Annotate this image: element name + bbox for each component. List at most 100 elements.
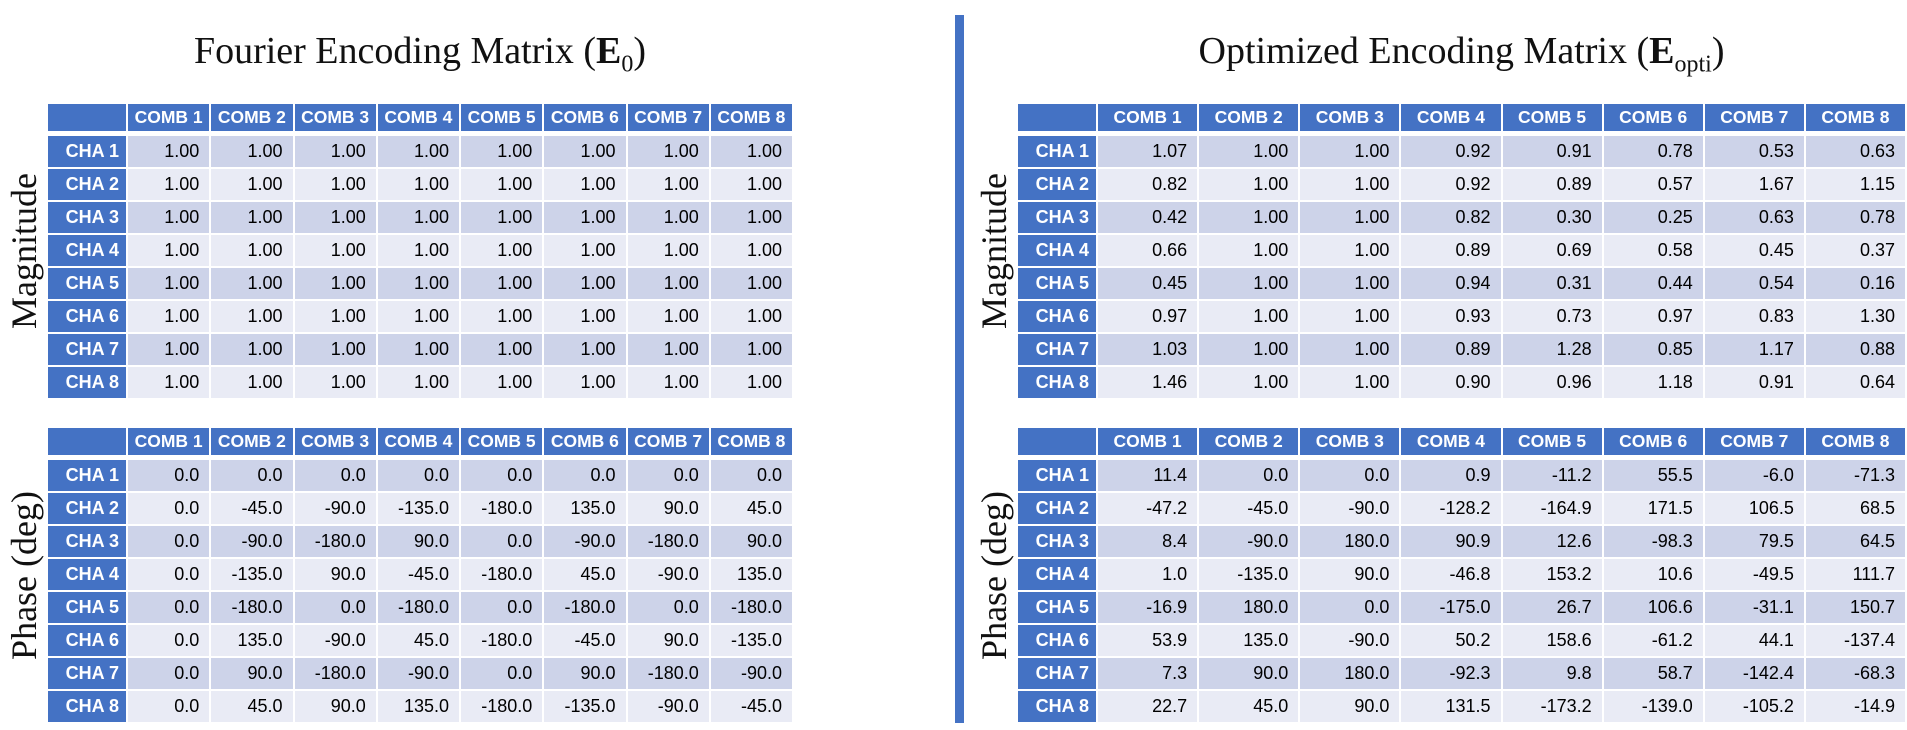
col-header: COMB 2 <box>211 104 293 134</box>
matrix-cell: 1.00 <box>211 301 293 332</box>
matrix-cell: 1.00 <box>710 268 792 299</box>
col-header: COMB 4 <box>1401 428 1501 458</box>
table-row: CHA 5 -16.9 180.0 0.0 -175.0 26.7 106.6 -31.1 15… <box>1018 592 1905 623</box>
row-header: CHA 3 <box>1018 526 1096 557</box>
table-row: CHA 5 0.0 -180.0 0.0 -180.0 0.0 -180.0 0.0 -180.… <box>48 592 792 623</box>
matrix-cell: 90.0 <box>294 559 376 590</box>
matrix-cell: -16.9 <box>1098 592 1198 623</box>
matrix-cell: 0.0 <box>128 526 210 557</box>
matrix-cell: 135.0 <box>544 493 626 524</box>
matrix-cell: 1.00 <box>461 301 543 332</box>
matrix-cell: 1.46 <box>1098 367 1198 398</box>
row-header: CHA 6 <box>48 301 126 332</box>
matrix-cell: 64.5 <box>1805 526 1905 557</box>
corner-cell <box>1018 104 1096 134</box>
matrix-cell: 171.5 <box>1603 493 1703 524</box>
matrix-cell: -135.0 <box>377 493 459 524</box>
matrix-cell: 106.6 <box>1603 592 1703 623</box>
matrix-cell: 45.0 <box>1199 691 1299 722</box>
matrix-cell: 0.82 <box>1401 202 1501 233</box>
matrix-cell: 1.00 <box>128 367 210 398</box>
row-header: CHA 2 <box>48 493 126 524</box>
matrix-cell: 1.00 <box>544 202 626 233</box>
phase-label-text: Phase (deg) <box>974 490 1014 660</box>
matrix-cell: 1.00 <box>461 367 543 398</box>
matrix-cell: -90.0 <box>294 625 376 656</box>
matrix-cell: 1.00 <box>128 235 210 266</box>
matrix-cell: 1.00 <box>211 169 293 200</box>
matrix-cell: 0.89 <box>1502 169 1602 200</box>
table-row: CHA 8 1.00 1.00 1.00 1.00 1.00 1.00 1.00 1.00 <box>48 367 792 398</box>
matrix-cell: -135.0 <box>211 559 293 590</box>
fourier-title-suffix: ) <box>633 30 647 72</box>
col-header: COMB 3 <box>294 428 376 458</box>
table-row: CHA 2 -47.2 -45.0 -90.0 -128.2 -164.9 171.5 106… <box>1018 493 1905 524</box>
matrix-cell: 0.45 <box>1704 235 1804 266</box>
table-row: CHA 3 0.42 1.00 1.00 0.82 0.30 0.25 0.63 0.78 <box>1018 202 1905 233</box>
row-header: CHA 3 <box>48 526 126 557</box>
matrix-cell: 1.00 <box>211 367 293 398</box>
table-row: CHA 7 1.00 1.00 1.00 1.00 1.00 1.00 1.00 1.00 <box>48 334 792 365</box>
matrix-cell: 90.0 <box>1300 559 1400 590</box>
table-row: CHA 7 7.3 90.0 180.0 -92.3 9.8 58.7 -142.4 -68.3 <box>1018 658 1905 689</box>
matrix-cell: 0.0 <box>461 592 543 623</box>
matrix-cell: -137.4 <box>1805 625 1905 656</box>
matrix-cell: 1.00 <box>294 235 376 266</box>
matrix-cell: 1.00 <box>710 334 792 365</box>
table-row: CHA 6 53.9 135.0 -90.0 50.2 158.6 -61.2 44.1 -13… <box>1018 625 1905 656</box>
matrix-cell: -46.8 <box>1401 559 1501 590</box>
col-header: COMB 2 <box>1199 104 1299 134</box>
matrix-cell: 111.7 <box>1805 559 1905 590</box>
matrix-cell: 1.00 <box>544 169 626 200</box>
optimized-phase-table: COMB 1 COMB 2 COMB 3 COMB 4 COMB 5 COMB 6 COMB… <box>1016 426 1907 724</box>
matrix-cell: 0.54 <box>1704 268 1804 299</box>
matrix-cell: 9.8 <box>1502 658 1602 689</box>
matrix-cell: 0.0 <box>128 691 210 722</box>
matrix-cell: 135.0 <box>377 691 459 722</box>
matrix-cell: 0.0 <box>128 592 210 623</box>
matrix-cell: 1.00 <box>211 202 293 233</box>
row-header: CHA 7 <box>48 658 126 689</box>
matrix-cell: -180.0 <box>627 658 709 689</box>
table-header-row: COMB 1 COMB 2 COMB 3 COMB 4 COMB 5 COMB 6 COMB… <box>1018 104 1905 134</box>
matrix-cell: 90.0 <box>544 658 626 689</box>
matrix-cell: 1.00 <box>1199 235 1299 266</box>
row-header: CHA 2 <box>48 169 126 200</box>
fourier-title-subscript: 0 <box>621 51 634 78</box>
row-header: CHA 1 <box>48 136 126 167</box>
matrix-cell: -128.2 <box>1401 493 1501 524</box>
table-row: CHA 8 0.0 45.0 90.0 135.0 -180.0 -135.0 -90.0 -4… <box>48 691 792 722</box>
table-row: CHA 6 0.0 135.0 -90.0 45.0 -180.0 -45.0 90.0 -13… <box>48 625 792 656</box>
matrix-cell: 0.53 <box>1704 136 1804 167</box>
matrix-cell: -135.0 <box>1199 559 1299 590</box>
matrix-cell: 0.93 <box>1401 301 1501 332</box>
matrix-cell: -98.3 <box>1603 526 1703 557</box>
row-header: CHA 2 <box>1018 493 1096 524</box>
matrix-cell: 0.0 <box>211 460 293 491</box>
panel-divider <box>955 15 964 723</box>
matrix-cell: 0.97 <box>1098 301 1198 332</box>
matrix-cell: -180.0 <box>710 592 792 623</box>
matrix-cell: -90.0 <box>544 526 626 557</box>
matrix-cell: -31.1 <box>1704 592 1804 623</box>
matrix-cell: -14.9 <box>1805 691 1905 722</box>
row-header: CHA 4 <box>48 235 126 266</box>
fourier-panel-content: Fourier Encoding Matrix (E0) Magnitude C… <box>2 0 794 724</box>
matrix-cell: 150.7 <box>1805 592 1905 623</box>
matrix-cell: -105.2 <box>1704 691 1804 722</box>
matrix-cell: 45.0 <box>710 493 792 524</box>
matrix-cell: -90.0 <box>1300 625 1400 656</box>
matrix-cell: 1.00 <box>1300 235 1400 266</box>
fourier-magnitude-table: COMB 1 COMB 2 COMB 3 COMB 4 COMB 5 COMB 6 COMB… <box>46 102 794 400</box>
col-header: COMB 7 <box>1704 428 1804 458</box>
matrix-cell: 1.00 <box>544 268 626 299</box>
optimized-title-suffix: ) <box>1711 30 1725 72</box>
matrix-cell: -61.2 <box>1603 625 1703 656</box>
matrix-cell: 180.0 <box>1300 658 1400 689</box>
corner-cell <box>48 104 126 134</box>
optimized-panel: Optimized Encoding Matrix (Eopti) Magnit… <box>964 0 1907 730</box>
optimized-phase-axis-label: Phase (deg) <box>972 426 1016 724</box>
matrix-cell: 1.00 <box>627 235 709 266</box>
matrix-cell: 0.0 <box>294 592 376 623</box>
matrix-cell: 90.0 <box>1300 691 1400 722</box>
